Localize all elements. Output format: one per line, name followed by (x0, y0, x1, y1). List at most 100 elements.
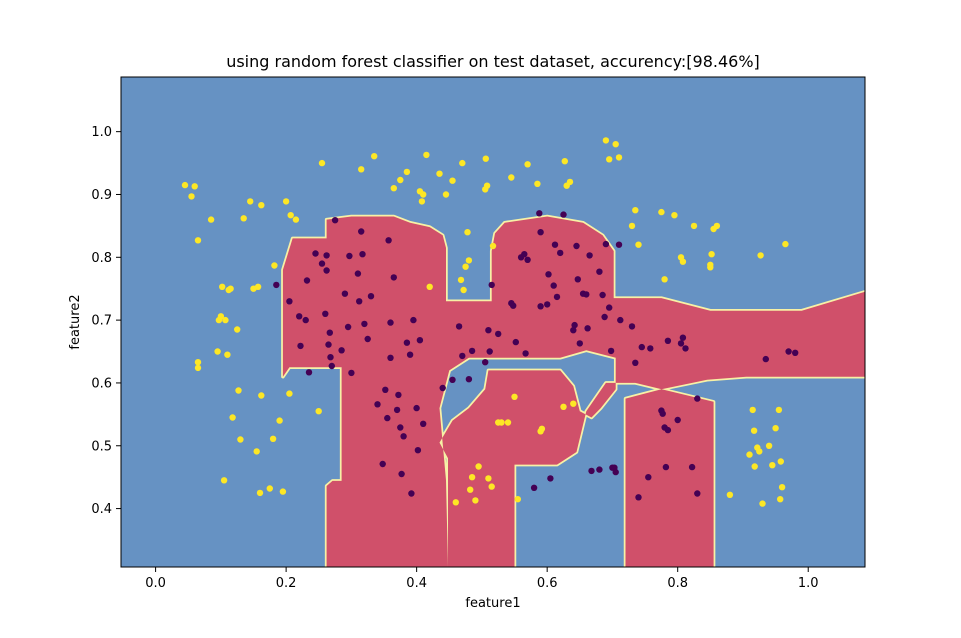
x-tick-label: 0.8 (667, 576, 688, 591)
scatter-point (504, 419, 512, 426)
scatter-point (661, 276, 668, 283)
scatter-point (688, 463, 696, 471)
scatter-point (488, 281, 495, 289)
scatter-point (606, 304, 613, 311)
scatter-point (659, 410, 666, 417)
scatter-point (751, 463, 758, 470)
scatter-point (601, 313, 608, 321)
scatter-point (188, 193, 195, 200)
scatter-point (596, 466, 603, 473)
scatter-point (418, 198, 426, 205)
scatter-point (775, 406, 783, 414)
scatter-point (194, 364, 202, 372)
scatter-point (358, 228, 365, 235)
scatter-point (573, 242, 580, 250)
scatter-point (482, 155, 489, 162)
scatter-point (387, 354, 394, 361)
scatter-point (511, 393, 518, 400)
scatter-point (537, 229, 544, 236)
scatter-point (426, 283, 433, 290)
scatter-point (356, 298, 363, 305)
scatter-point (468, 474, 476, 481)
scatter-point (778, 484, 786, 491)
x-tick-label: 0.2 (276, 576, 297, 591)
scatter-point (746, 451, 753, 458)
scatter-point (750, 427, 758, 434)
y-tick-label: 1.0 (91, 125, 112, 140)
y-tick-label: 0.9 (91, 188, 112, 203)
scatter-point (439, 384, 446, 392)
scatter-point (194, 237, 202, 244)
decision-region-class-1 (282, 216, 865, 567)
scatter-point (536, 210, 543, 217)
scatter-point (759, 500, 766, 507)
scatter-point (483, 182, 491, 189)
scatter-point (315, 408, 322, 415)
scatter-point (765, 442, 773, 449)
scatter-point (282, 198, 290, 205)
scatter-point (677, 340, 685, 347)
scatter-point (658, 208, 665, 216)
scatter-point (331, 217, 339, 224)
scatter-point (387, 319, 394, 326)
scatter-point (420, 420, 427, 427)
scatter-point (346, 252, 353, 260)
scatter-point (397, 176, 404, 184)
scatter-point (400, 433, 407, 440)
scatter-point (341, 290, 349, 297)
decision-region-group (281, 214, 865, 567)
scatter-point (382, 386, 389, 393)
scatter-point (452, 499, 459, 506)
scatter-point (557, 249, 564, 257)
scatter-point (384, 414, 391, 422)
scatter-point (707, 261, 714, 268)
scatter-point (406, 351, 414, 358)
plot-area (120, 76, 866, 568)
scatter-point (664, 426, 672, 434)
chart-title: using random forest classifier on test d… (226, 52, 760, 71)
scatter-point (303, 277, 311, 284)
scatter-point (664, 337, 672, 344)
scatter-point (416, 337, 424, 344)
scatter-point (560, 403, 567, 410)
scatter-point (323, 252, 330, 259)
scatter-point (632, 207, 639, 214)
scatter-point (602, 240, 610, 248)
scatter-point (472, 497, 479, 504)
scatter-point (544, 301, 551, 308)
scatter-point (181, 181, 189, 189)
scatter-point (550, 282, 557, 289)
scatter-point (393, 406, 401, 414)
scatter-point (374, 401, 381, 408)
scatter-point (524, 256, 531, 263)
scatter-point (560, 211, 567, 218)
scatter-point (395, 391, 402, 399)
scatter-point (662, 463, 670, 471)
scatter-point (606, 156, 613, 163)
x-tick-label: 0.6 (537, 576, 558, 591)
scatter-point (512, 338, 519, 346)
scatter-point (237, 436, 244, 443)
scatter-point (545, 271, 552, 278)
scatter-point (713, 222, 721, 230)
scatter-point (258, 392, 265, 399)
scatter-point (468, 347, 476, 355)
scatter-point (726, 491, 734, 498)
scatter-point (757, 252, 764, 259)
scatter-point (602, 137, 610, 144)
scatter-point (323, 267, 330, 274)
scatter-point (359, 251, 366, 258)
scatter-point (570, 327, 577, 334)
x-tick-label: 1.0 (798, 576, 819, 591)
scatter-point (584, 325, 591, 332)
scatter-point (390, 185, 397, 192)
scatter-point (485, 475, 492, 482)
scatter-point (318, 159, 326, 167)
scatter-point (279, 488, 287, 495)
scatter-point (785, 348, 792, 355)
scatter-point (354, 270, 362, 277)
scatter-point (617, 316, 624, 324)
scatter-point (371, 153, 378, 160)
scatter-point (318, 260, 326, 267)
scatter-point (385, 237, 392, 244)
